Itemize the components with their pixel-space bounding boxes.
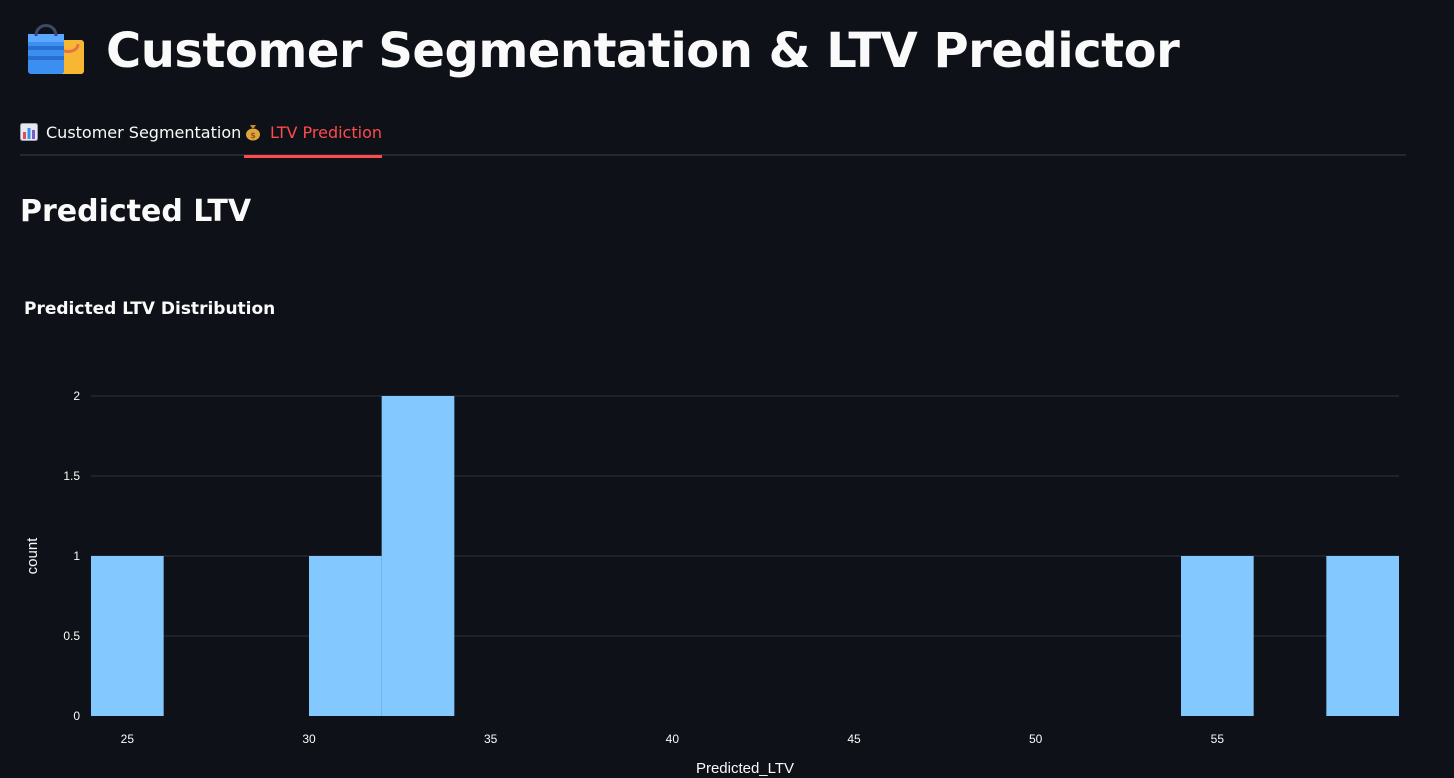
- x-tick-label: 55: [1211, 732, 1225, 746]
- tab-bar: Customer Segmentation $ LTV Prediction: [20, 108, 1406, 158]
- y-axis-label: count: [24, 537, 41, 575]
- money-bag-icon: $: [246, 125, 260, 141]
- y-tick-label: 1.5: [63, 469, 80, 483]
- y-tick-label: 0.5: [63, 629, 80, 643]
- x-tick-label: 25: [121, 732, 135, 746]
- x-tick-label: 35: [484, 732, 498, 746]
- chart-title: Predicted LTV Distribution: [24, 299, 276, 319]
- shopping-bags-icon: [28, 24, 84, 74]
- tab-label: LTV Prediction: [270, 122, 382, 142]
- page-title: Customer Segmentation & LTV Predictor: [106, 23, 1180, 79]
- x-axis-label: Predicted_LTV: [696, 760, 794, 777]
- tab-label: Customer Segmentation: [46, 122, 242, 142]
- tab-customer-segmentation[interactable]: Customer Segmentation: [20, 108, 241, 156]
- histogram-bar: [1181, 556, 1254, 716]
- histogram-bar: [1326, 556, 1399, 716]
- x-tick-label: 30: [302, 732, 316, 746]
- svg-text:$: $: [250, 131, 256, 140]
- y-tick-label: 2: [73, 389, 80, 403]
- histogram-bar: [309, 556, 382, 716]
- y-tick-label: 0: [73, 709, 80, 723]
- x-tick-label: 50: [1029, 732, 1043, 746]
- section-title: Predicted LTV: [20, 194, 252, 229]
- bar-chart-icon: [20, 123, 38, 141]
- histogram-bar: [91, 556, 164, 716]
- app-header: Customer Segmentation & LTV Predictor: [22, 18, 1180, 84]
- histogram-bar: [381, 396, 455, 716]
- x-tick-label: 40: [666, 732, 680, 746]
- tab-ltv-prediction[interactable]: $ LTV Prediction: [244, 108, 382, 158]
- x-tick-label: 45: [847, 732, 861, 746]
- y-tick-label: 1: [73, 549, 80, 563]
